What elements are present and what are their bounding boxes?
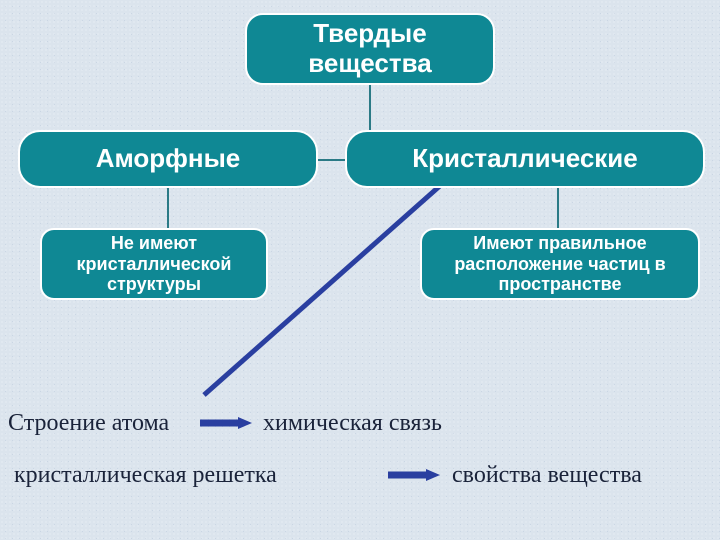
node-rleaf: Имеют правильное расположение частиц в п… [420,228,700,300]
node-left: Аморфные [18,130,318,188]
label-atom: Строение атома [8,410,169,437]
label-lattice: кристаллическая решетка [14,462,277,489]
label-props: свойства вещества [452,462,642,489]
label-bond: химическая связь [263,410,442,437]
node-root: Твердые вещества [245,13,495,85]
node-right: Кристаллические [345,130,705,188]
node-lleaf: Не имеют кристаллической структуры [40,228,268,300]
